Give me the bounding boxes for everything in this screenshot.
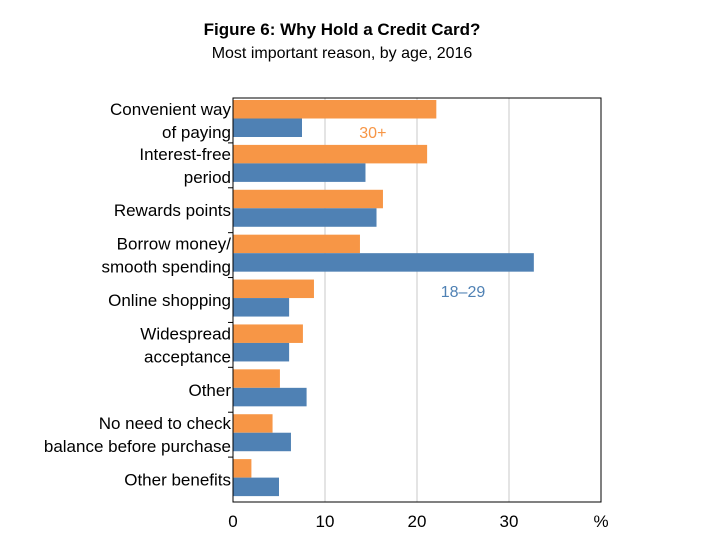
x-unit-label: % (593, 512, 608, 531)
category-label-5: Widespread acceptance (140, 324, 231, 366)
bar-series2-2 (233, 208, 377, 227)
bar-series2-8 (233, 477, 279, 497)
bar-series2-7 (233, 432, 291, 452)
bar-series1-4 (233, 279, 314, 299)
x-tick-label-20: 20 (408, 512, 427, 531)
chart-subtitle: Most important reason, by age, 2016 (211, 45, 473, 62)
category-label-1: Interest-free period (139, 145, 231, 187)
bar-series2-6 (233, 387, 307, 407)
bar-series1-0 (233, 100, 437, 119)
bar-series1-6 (233, 369, 280, 388)
series-label-30plus: 30+ (359, 125, 386, 142)
bar-series2-1 (233, 163, 366, 182)
bar-series2-5 (233, 342, 290, 362)
category-label-0: Convenient way of paying (110, 100, 231, 142)
bar-series1-1 (233, 144, 428, 164)
bar-series1-2 (233, 189, 383, 209)
x-tick-label-0: 0 (228, 512, 237, 531)
category-label-4: Online shopping (108, 291, 231, 310)
bar-series2-3 (233, 253, 534, 272)
bar-series2-0 (233, 118, 302, 137)
category-label-2: Rewards points (114, 201, 231, 220)
bar-series1-8 (233, 459, 252, 478)
category-label-7: No need to check balance before purchase (44, 414, 232, 456)
chart-title: Figure 6: Why Hold a Credit Card? (203, 20, 481, 39)
series-label-18-29: 18–29 (441, 284, 486, 301)
category-label-3: Borrow money/smooth spending (102, 235, 232, 277)
bar-series1-7 (233, 414, 273, 433)
bar-series1-5 (233, 324, 303, 343)
x-tick-label-10: 10 (316, 512, 335, 531)
category-label-8: Other benefits (124, 471, 231, 490)
bar-series2-4 (233, 298, 290, 317)
bar-series1-3 (233, 234, 360, 254)
x-tick-label-30: 30 (500, 512, 519, 531)
plot-frame (232, 97, 602, 503)
category-label-6: Other (188, 381, 231, 400)
